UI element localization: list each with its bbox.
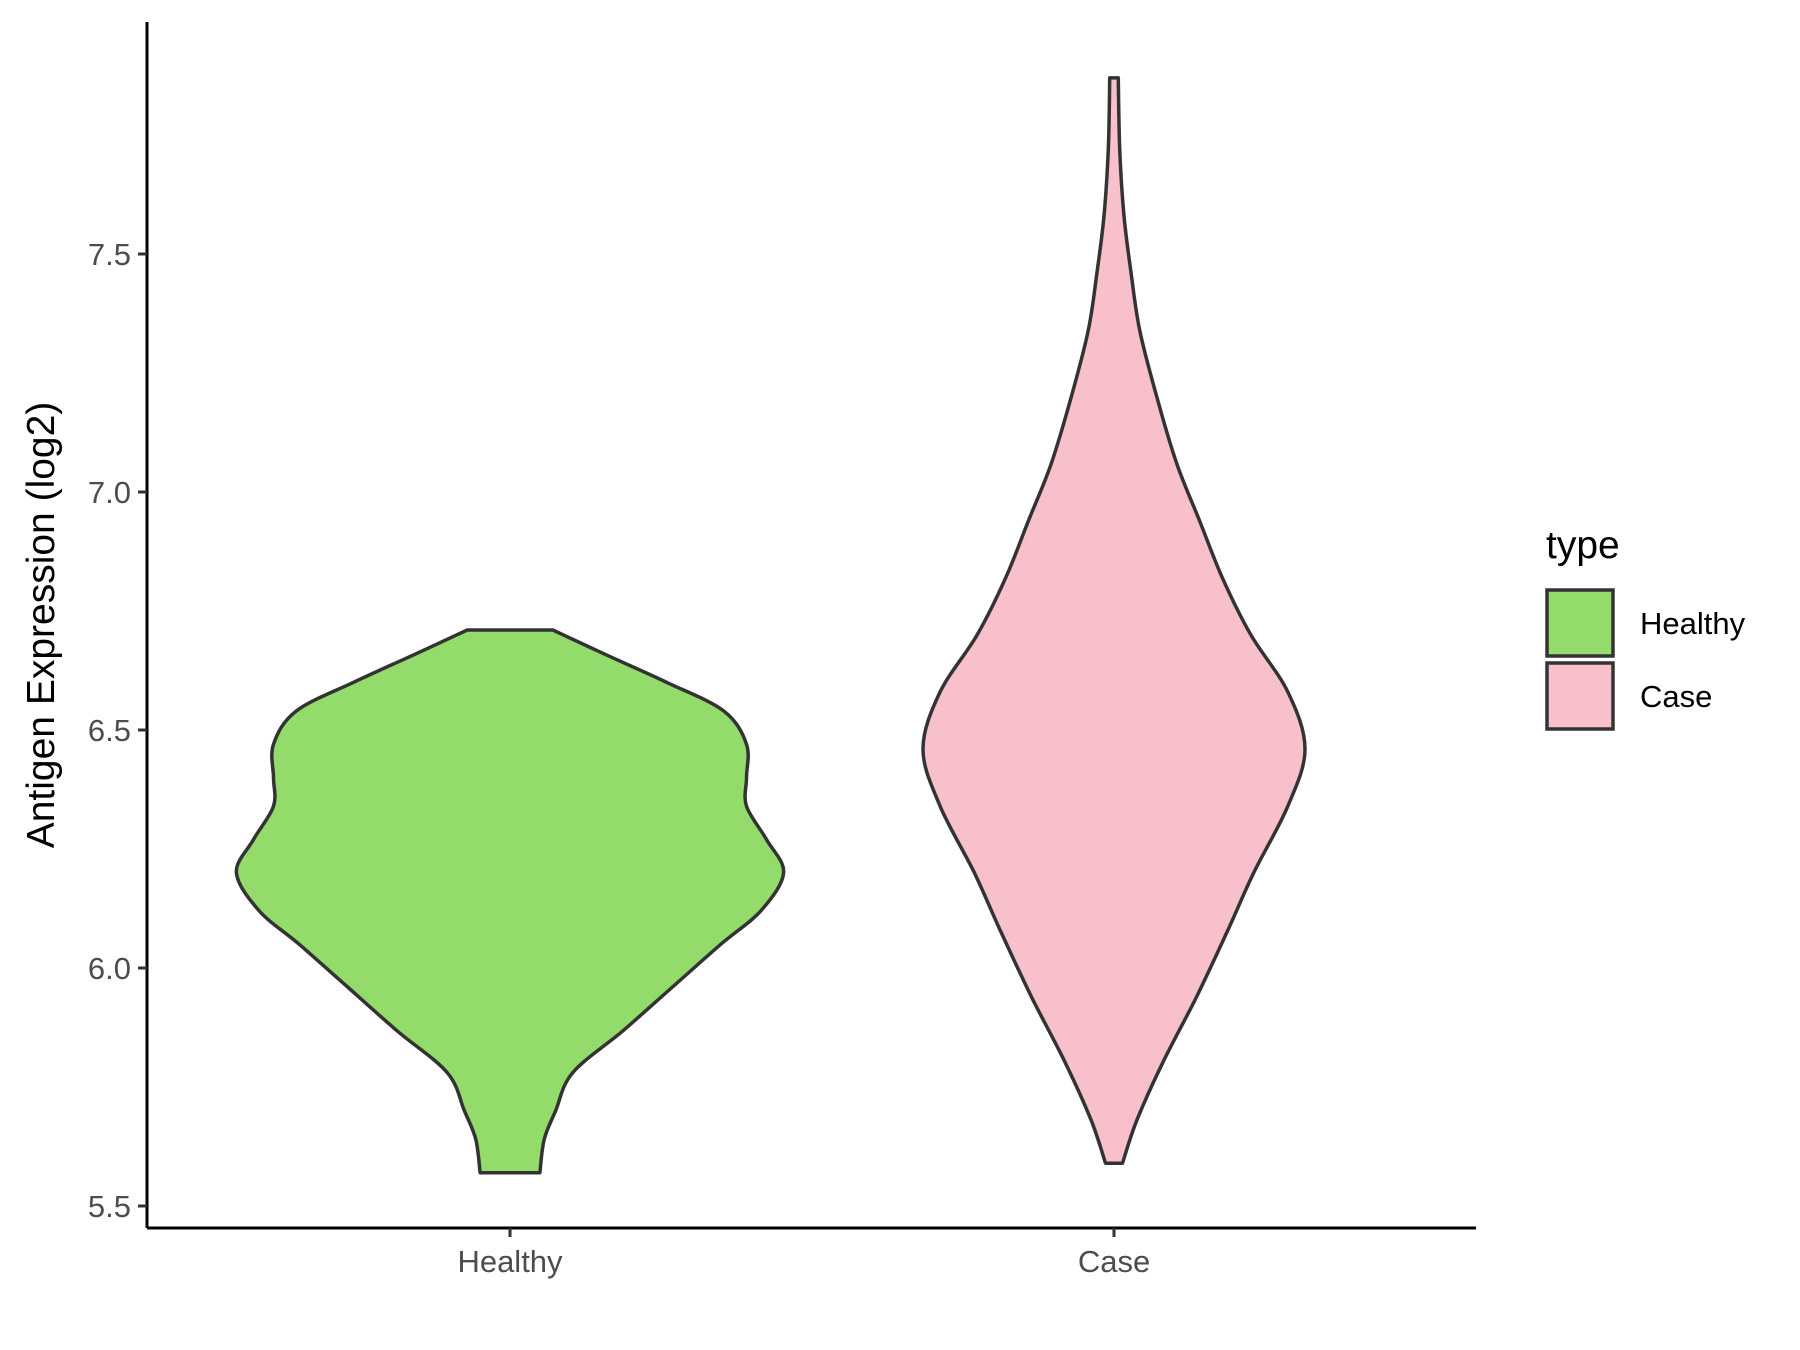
y-axis-title: Antigen Expression (log2) [20, 402, 63, 849]
violin-healthy [234, 628, 786, 1175]
x-tick-label: Case [1078, 1244, 1150, 1279]
violins-group [234, 76, 1307, 1175]
legend-title: type [1546, 524, 1620, 567]
y-tick-label: 6.5 [88, 713, 131, 748]
legend-label: Case [1640, 679, 1712, 714]
legend-label: Healthy [1640, 606, 1746, 641]
y-tick-label: 5.5 [88, 1189, 131, 1224]
x-tick-label: Healthy [457, 1244, 563, 1279]
y-ticks-group: 5.5 6.0 6.5 7.0 7.5 [88, 237, 147, 1224]
y-tick-label: 7.0 [88, 475, 131, 510]
y-tick-label: 7.5 [88, 237, 131, 272]
violin-case [921, 76, 1307, 1165]
x-ticks-group: Healthy Case [457, 1228, 1150, 1279]
legend-key-case [1545, 661, 1615, 731]
y-tick-label: 6.0 [88, 951, 131, 986]
legend: type Healthy Case [1545, 524, 1746, 731]
legend-key-healthy [1545, 588, 1615, 658]
